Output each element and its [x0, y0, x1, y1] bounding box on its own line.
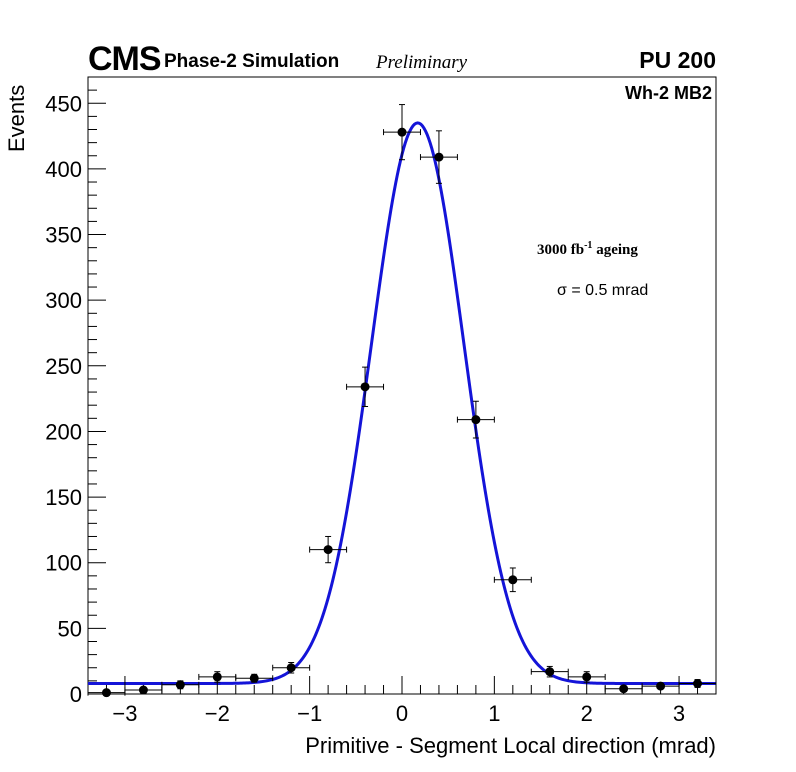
x-tick-label: 3 [673, 701, 685, 726]
x-tick-label: −2 [205, 701, 230, 726]
data-point [508, 575, 518, 585]
x-tick-label: −1 [297, 701, 322, 726]
y-tick-label: 300 [45, 288, 82, 313]
x-tick-label: 2 [581, 701, 593, 726]
luminosity-exponent: -1 [584, 240, 593, 251]
status-label: Preliminary [376, 52, 468, 73]
luminosity-suffix: ageing [592, 242, 638, 258]
data-point-group [530, 665, 569, 678]
luminosity-value: 3000 fb [537, 242, 585, 258]
data-point-group [456, 400, 495, 439]
data-point-group [419, 130, 458, 184]
plot-frame [87, 76, 717, 695]
sigma-label: σ = 0.5 mrad [557, 282, 649, 299]
experiment-label: CMS [88, 40, 162, 78]
y-tick-label: 0 [70, 682, 82, 707]
luminosity-label: 3000 fb-1 ageing [537, 240, 638, 259]
data-point [434, 152, 444, 162]
y-tick-label: 50 [58, 616, 82, 641]
data-point [693, 678, 703, 688]
data-point-group [493, 567, 532, 593]
pileup-label: PU 200 [639, 47, 716, 73]
data-point [471, 415, 481, 425]
y-axis-title: Events [4, 84, 29, 152]
data-point [175, 680, 185, 690]
data-point-group [346, 366, 385, 408]
data-point-group [272, 661, 311, 674]
data-point [249, 673, 259, 683]
y-tick-label: 350 [45, 223, 82, 248]
data-point-group [383, 104, 421, 161]
y-tick-label: 150 [45, 485, 82, 510]
data-point-group [235, 673, 274, 683]
x-tick-label: 1 [488, 701, 500, 726]
y-tick-label: 100 [45, 551, 82, 576]
y-tick-label: 400 [45, 157, 82, 182]
y-tick-label: 250 [45, 354, 82, 379]
subtitle-label: Phase-2 Simulation [164, 51, 340, 72]
fit-curve [88, 121, 716, 685]
fit-curve-layer [88, 121, 716, 685]
x-axis-title: Primitive - Segment Local direction (mra… [305, 733, 716, 758]
y-tick-label: 450 [45, 91, 82, 116]
data-point [360, 382, 370, 392]
data-point [286, 663, 296, 673]
data-point [323, 545, 333, 555]
data-point-group [678, 678, 717, 688]
data-point [545, 667, 555, 677]
data-point-group [309, 535, 348, 564]
axis-ticks-layer: −3 −2 −1 0 1 2 3 0 50 100 150 200 250 300 350 400 450 [45, 76, 717, 726]
x-tick-label: −3 [112, 701, 137, 726]
data-points-layer [87, 104, 717, 698]
station-label: Wh-2 MB2 [625, 83, 712, 103]
y-tick-label: 200 [45, 419, 82, 444]
data-point [397, 127, 407, 137]
x-tick-label: 0 [396, 701, 408, 726]
